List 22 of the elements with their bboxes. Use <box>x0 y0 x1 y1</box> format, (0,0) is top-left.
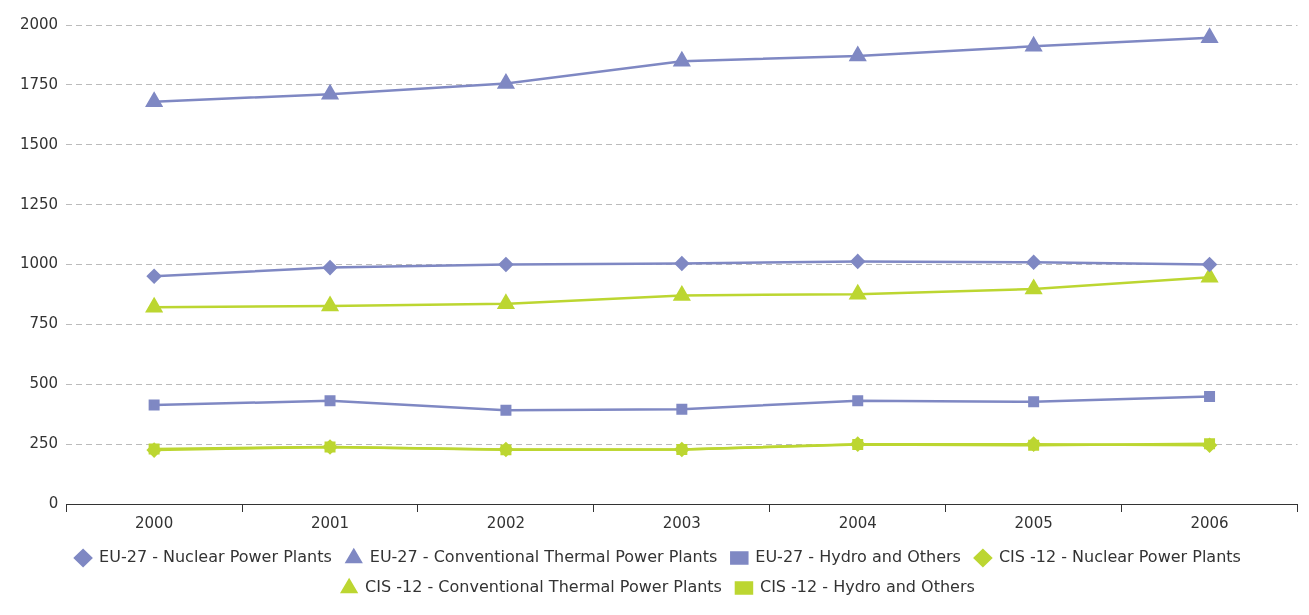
legend-label: CIS -12 - Nuclear Power Plants <box>998 547 1241 567</box>
x-tick-label: 2005 <box>1014 513 1053 532</box>
x-tick-label: 2006 <box>1190 513 1229 532</box>
legend-label: EU-27 - Conventional Thermal Power Plants <box>369 547 718 567</box>
x-tick-label: 2003 <box>662 513 701 532</box>
legend-label: EU-27 - Hydro and Others <box>755 547 961 567</box>
y-tick-label: 2000 <box>19 14 59 33</box>
legend-label: EU-27 - Nuclear Power Plants <box>99 547 332 567</box>
y-tick-label: 250 <box>29 434 59 453</box>
legend-label: CIS -12 - Conventional Thermal Power Plants <box>365 577 722 597</box>
y-tick-label: 500 <box>29 374 59 393</box>
y-tick-label: 1250 <box>19 194 59 213</box>
x-tick-label: 2004 <box>838 513 877 532</box>
y-tick-label: 1750 <box>19 74 59 93</box>
y-tick-label: 750 <box>29 314 59 333</box>
y-tick-label: 1500 <box>19 134 59 153</box>
x-tick-label: 2001 <box>310 513 350 532</box>
x-tick-label: 2002 <box>486 513 526 532</box>
y-tick-label: 1000 <box>19 254 59 273</box>
x-tick-label: 2000 <box>135 513 174 532</box>
legend-label: CIS -12 - Hydro and Others <box>759 577 975 597</box>
y-tick-label: 0 <box>48 493 59 512</box>
